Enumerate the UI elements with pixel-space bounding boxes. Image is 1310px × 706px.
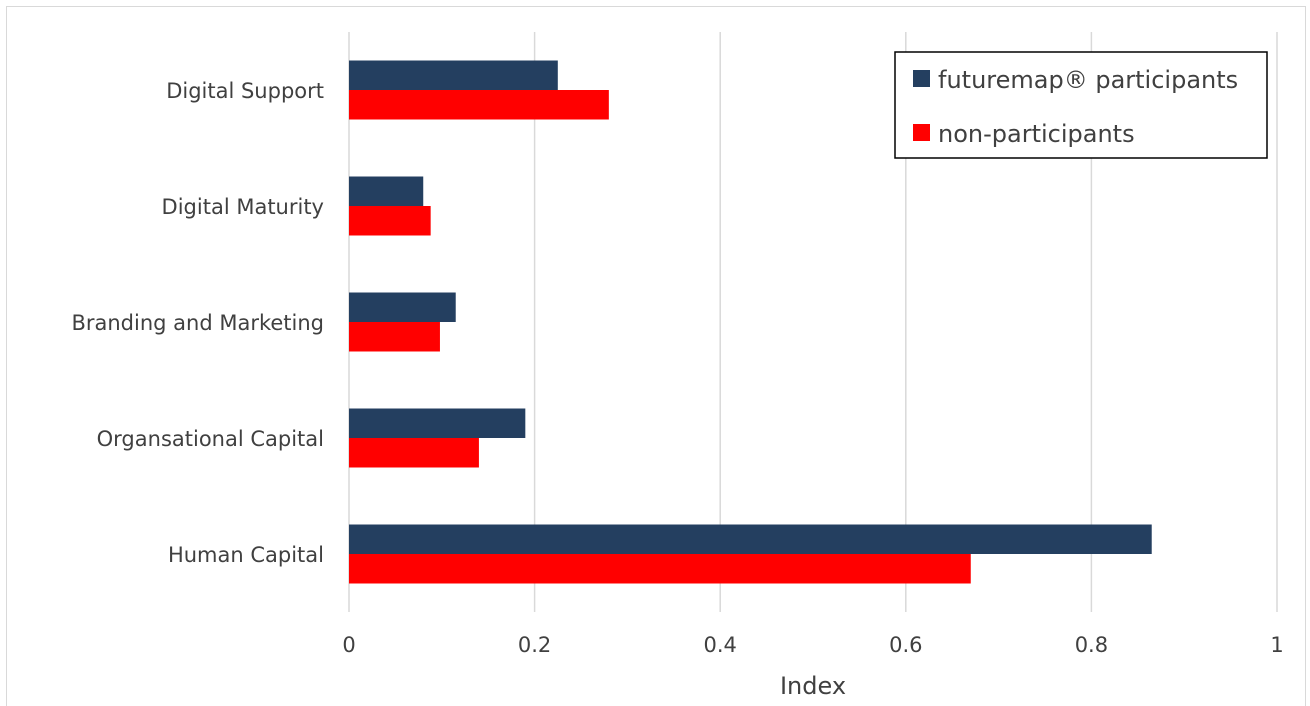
legend-label-participants: futuremap® participants: [938, 66, 1238, 94]
bars: [349, 60, 1152, 584]
category-label: Branding and Marketing: [71, 311, 324, 335]
bar-participants: [349, 60, 558, 90]
legend: futuremap® participants non-participants: [894, 51, 1268, 159]
category-label: Digital Support: [166, 79, 324, 103]
bar-non-participants: [349, 90, 609, 120]
x-tick-label: 0.6: [889, 633, 922, 657]
category-label: Organsational Capital: [97, 427, 324, 451]
bar-participants: [349, 292, 456, 322]
category-label: Human Capital: [168, 543, 324, 567]
category-label: Digital Maturity: [162, 195, 324, 219]
bar-participants: [349, 408, 526, 438]
bar-participants: [349, 176, 424, 206]
bar-non-participants: [349, 322, 440, 352]
x-axis-label: Index: [780, 672, 846, 700]
legend-swatch-participants: [913, 70, 930, 87]
x-tick-labels: 0 0.2 0.4 0.6 0.8 1: [342, 633, 1283, 657]
legend-box: [894, 51, 1268, 159]
x-tick-label: 0.2: [518, 633, 551, 657]
x-tick-label: 0: [342, 633, 355, 657]
legend-swatch-non-participants: [913, 124, 930, 141]
bar-non-participants: [349, 554, 971, 584]
x-tick-label: 0.4: [703, 633, 736, 657]
category-labels: Digital Support Digital Maturity Branding …: [71, 79, 324, 567]
bar-non-participants: [349, 438, 479, 468]
bar-participants: [349, 524, 1152, 554]
legend-label-non-participants: non-participants: [938, 120, 1135, 148]
x-tick-label: 0.8: [1075, 633, 1108, 657]
bar-non-participants: [349, 206, 431, 236]
x-tick-label: 1: [1270, 633, 1283, 657]
